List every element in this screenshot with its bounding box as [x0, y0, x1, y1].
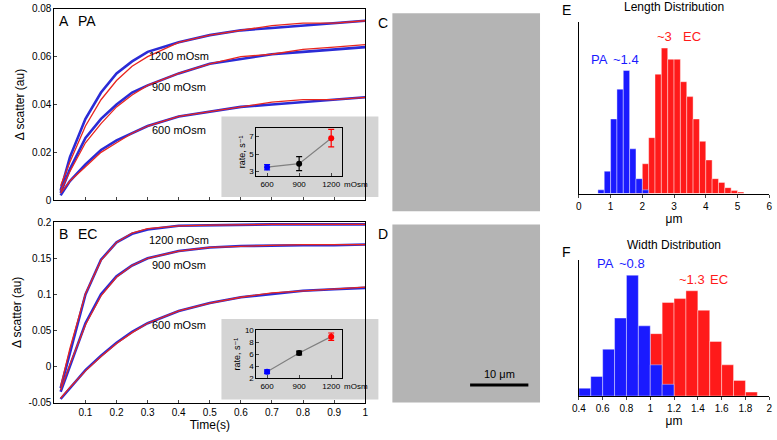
svg-text:~0.8: ~0.8 — [619, 256, 645, 271]
svg-text:1: 1 — [362, 407, 368, 418]
svg-text:0.06: 0.06 — [32, 51, 52, 62]
svg-text:0.15: 0.15 — [32, 253, 52, 264]
svg-text:10: 10 — [245, 326, 254, 335]
svg-text:0.5: 0.5 — [203, 407, 217, 418]
svg-text:Δ scatter (au): Δ scatter (au) — [10, 277, 24, 348]
svg-text:EC: EC — [78, 226, 97, 242]
svg-text:rate, s⁻¹: rate, s⁻¹ — [232, 338, 242, 371]
svg-text:Length Distribution: Length Distribution — [624, 0, 724, 14]
svg-text:μm: μm — [666, 414, 683, 428]
svg-text:6: 6 — [766, 201, 772, 212]
svg-text:rate, s⁻¹: rate, s⁻¹ — [237, 135, 247, 168]
svg-text:0.02: 0.02 — [32, 147, 52, 158]
svg-text:3: 3 — [671, 201, 677, 212]
svg-text:0.08: 0.08 — [32, 3, 52, 14]
svg-text:5: 5 — [735, 201, 741, 212]
svg-text:900 mOsm: 900 mOsm — [152, 81, 206, 93]
svg-text:0: 0 — [46, 361, 52, 372]
svg-text:0.04: 0.04 — [32, 99, 52, 110]
svg-text:0.7: 0.7 — [265, 407, 279, 418]
svg-text:0.9: 0.9 — [327, 407, 341, 418]
svg-text:EC: EC — [683, 29, 701, 44]
svg-text:4: 4 — [249, 362, 254, 371]
svg-text:mOsm: mOsm — [344, 382, 368, 391]
svg-text:900 mOsm: 900 mOsm — [152, 259, 206, 271]
svg-text:1200 mOsm: 1200 mOsm — [149, 50, 209, 62]
svg-text:1.6: 1.6 — [715, 403, 729, 414]
svg-text:Δ scatter (au): Δ scatter (au) — [13, 69, 27, 140]
svg-text:mOsm: mOsm — [344, 180, 368, 189]
svg-text:PA: PA — [78, 13, 96, 29]
svg-text:3: 3 — [249, 167, 254, 176]
svg-text:D: D — [378, 226, 388, 242]
svg-text:1200: 1200 — [322, 180, 340, 189]
svg-text:EC: EC — [710, 272, 728, 287]
svg-text:B: B — [59, 226, 68, 242]
svg-text:1: 1 — [647, 403, 653, 414]
svg-text:2: 2 — [249, 374, 254, 383]
svg-text:1: 1 — [608, 201, 614, 212]
svg-text:6: 6 — [249, 350, 254, 359]
svg-text:2: 2 — [640, 201, 646, 212]
svg-text:F: F — [562, 244, 571, 260]
svg-text:~1.4: ~1.4 — [613, 52, 639, 67]
svg-text:7: 7 — [249, 132, 254, 141]
svg-text:Width Distribution: Width Distribution — [627, 238, 721, 252]
svg-text:~3: ~3 — [657, 29, 672, 44]
svg-text:900: 900 — [292, 180, 306, 189]
svg-text:600 mOsm: 600 mOsm — [152, 124, 206, 136]
svg-text:-0.05: -0.05 — [29, 397, 52, 408]
svg-text:0.3: 0.3 — [141, 407, 155, 418]
svg-text:C: C — [378, 15, 388, 31]
svg-text:600: 600 — [260, 180, 274, 189]
svg-text:10 μm: 10 μm — [484, 368, 515, 380]
svg-text:600: 600 — [260, 382, 274, 391]
svg-text:0: 0 — [576, 201, 582, 212]
svg-text:4: 4 — [703, 201, 709, 212]
svg-text:2: 2 — [766, 403, 772, 414]
svg-text:~1.3: ~1.3 — [679, 272, 705, 287]
svg-text:0.1: 0.1 — [79, 407, 93, 418]
svg-text:0.2: 0.2 — [110, 407, 124, 418]
svg-text:600 mOsm: 600 mOsm — [152, 319, 206, 331]
svg-text:0: 0 — [46, 195, 52, 206]
svg-text:0.8: 0.8 — [620, 403, 634, 414]
svg-text:E: E — [562, 2, 571, 18]
svg-text:A: A — [59, 13, 69, 29]
svg-text:1200 mOsm: 1200 mOsm — [149, 234, 209, 246]
svg-text:0.1: 0.1 — [37, 289, 51, 300]
svg-text:8: 8 — [249, 338, 254, 347]
svg-text:Time(s): Time(s) — [190, 418, 230, 432]
svg-text:0.8: 0.8 — [296, 407, 310, 418]
svg-text:0.05: 0.05 — [32, 325, 52, 336]
svg-text:μm: μm — [666, 212, 683, 226]
svg-text:1.2: 1.2 — [667, 403, 681, 414]
svg-text:1200: 1200 — [322, 382, 340, 391]
svg-text:1.4: 1.4 — [691, 403, 705, 414]
svg-text:900: 900 — [292, 382, 306, 391]
svg-text:0.4: 0.4 — [572, 403, 586, 414]
svg-text:0.6: 0.6 — [234, 407, 248, 418]
svg-text:PA: PA — [597, 256, 614, 271]
svg-text:PA: PA — [591, 52, 608, 67]
svg-text:0.4: 0.4 — [172, 407, 186, 418]
svg-text:1.8: 1.8 — [738, 403, 752, 414]
svg-text:0.2: 0.2 — [37, 217, 51, 228]
svg-text:0.6: 0.6 — [596, 403, 610, 414]
svg-text:5: 5 — [249, 150, 254, 159]
